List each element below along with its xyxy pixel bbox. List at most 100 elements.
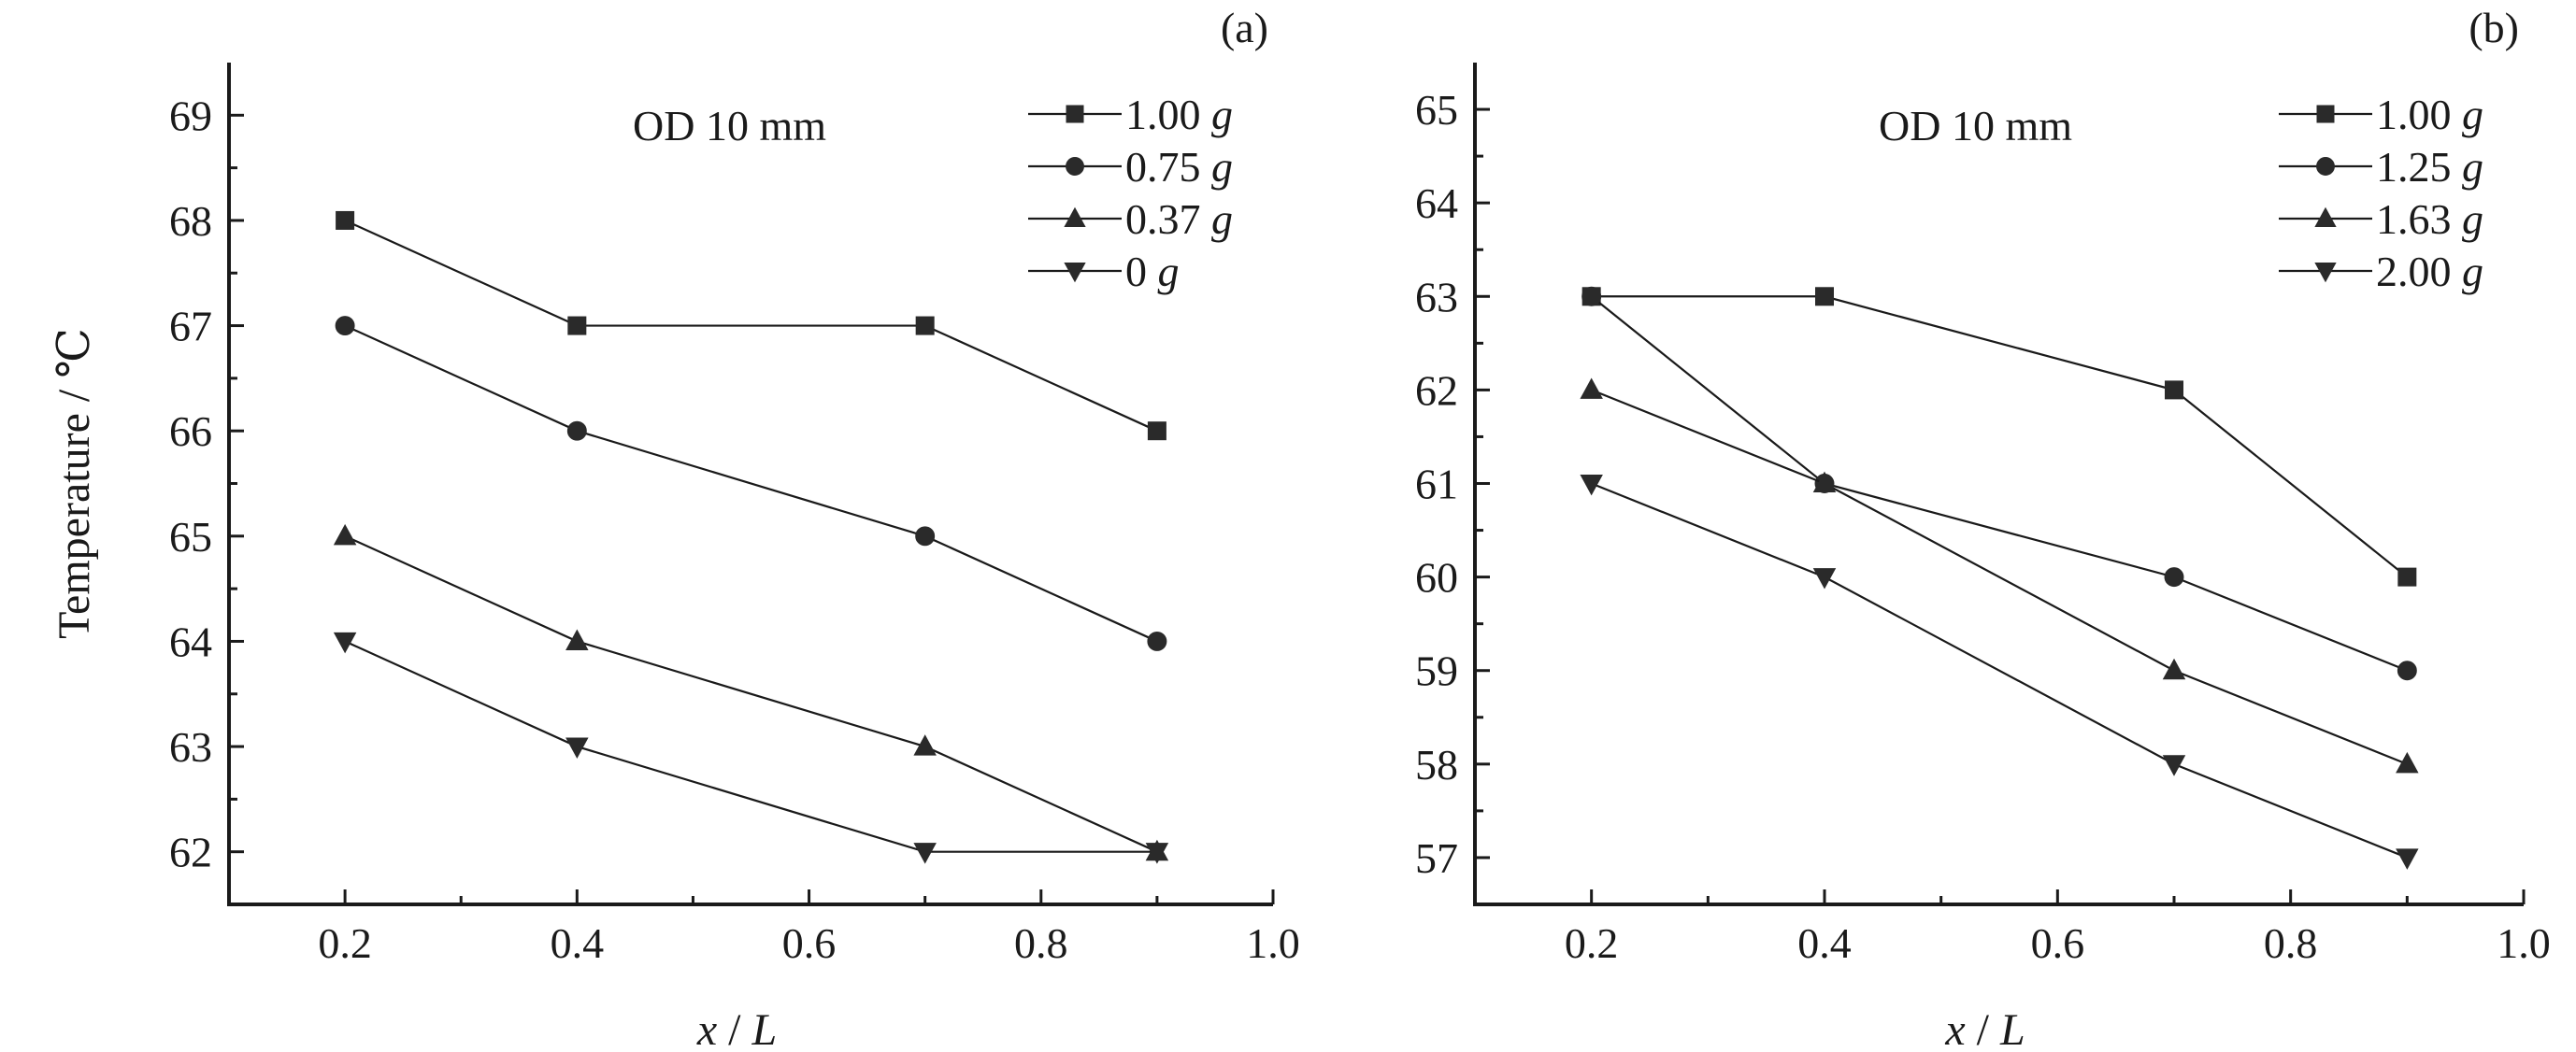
legend-item: 2.00 g [2279, 248, 2483, 295]
legend-label-space [2452, 91, 2463, 138]
data-point [1145, 843, 1169, 864]
data-point [2162, 658, 2186, 680]
chart-annotation: OD 10 mm [1879, 102, 2072, 149]
legend-marker [2314, 262, 2337, 283]
legend-item: 1.00 g [1028, 91, 1233, 138]
series-line [344, 534, 1158, 853]
series-2 [1580, 377, 2419, 774]
legend-label-space [1147, 248, 1158, 295]
data-point [2165, 380, 2183, 400]
chart-annotation: OD 10 mm [633, 102, 826, 149]
data-point [2162, 755, 2186, 776]
legend-marker [1064, 262, 1086, 283]
data-point [915, 526, 936, 547]
legend-label-number: 2.00 [2376, 248, 2452, 295]
legend-marker [1066, 105, 1084, 123]
data-point [565, 629, 589, 650]
legend-label-number: 1.63 [2376, 195, 2452, 243]
legend-label-unit: g [1211, 143, 1233, 191]
legend-label-number: 1.00 [2376, 91, 2452, 138]
y-tick-label: 63 [169, 723, 212, 771]
legend-marker [2314, 206, 2337, 228]
data-point [565, 737, 589, 759]
legend-label-unit: g [1211, 195, 1233, 243]
data-point [1580, 377, 1603, 399]
y-tick-label: 61 [1415, 461, 1458, 508]
x-tick-label: 0.6 [2031, 919, 2085, 967]
legend-label: 0.37 g [1125, 195, 1233, 243]
x-tick-label: 0.6 [782, 919, 837, 967]
legend-label-unit: g [1211, 91, 1233, 138]
series-line [344, 219, 1158, 433]
y-tick-label: 65 [1415, 86, 1458, 134]
y-tick-label: 66 [169, 407, 212, 455]
legend-label: 0.75 g [1125, 143, 1233, 191]
data-point [2396, 848, 2419, 870]
series-1 [335, 316, 1167, 651]
legend-label-number: 0.75 [1125, 143, 1201, 191]
x-axis-unit: L [1999, 1005, 2025, 1052]
legend: 1.00 g1.25 g1.63 g2.00 g [2279, 91, 2483, 295]
data-point [335, 316, 355, 336]
legend-label: 1.63 g [2376, 195, 2483, 243]
x-axis-title: x / L [1944, 1005, 2025, 1052]
y-tick-label: 62 [1415, 366, 1458, 414]
series-2 [333, 523, 1169, 861]
y-tick-label: 68 [169, 197, 212, 245]
y-tick-label: 67 [169, 303, 212, 350]
data-point [1580, 474, 1603, 496]
legend-label-number: 0 [1125, 248, 1147, 295]
series-line [1591, 389, 2408, 765]
x-tick-label: 0.4 [1797, 919, 1852, 967]
x-axis-separator: / [1966, 1005, 2000, 1052]
legend-label-space [1201, 91, 1212, 138]
x-tick-label: 1.0 [2497, 919, 2551, 967]
data-point [2397, 567, 2417, 587]
series-line [344, 640, 1157, 853]
data-point [333, 632, 357, 654]
data-point [1812, 471, 1837, 493]
axes-frame [1473, 63, 2524, 906]
x-tick-label: 0.8 [1014, 919, 1068, 967]
data-point [913, 843, 937, 864]
panel-label: (a) [1221, 4, 1268, 51]
data-point [333, 523, 357, 546]
chart-panel-a: 0.2 0.4 0.6 0.8 1.0 62 63 64 65 66 67 68 69 x / L Temp… [50, 4, 1300, 1052]
data-point [1581, 286, 1602, 306]
legend-label-space [2452, 195, 2463, 243]
legend-marker [2316, 105, 2335, 123]
series-line [1591, 295, 2409, 578]
x-axis-title: x / L [696, 1005, 777, 1052]
data-point [1815, 287, 1834, 306]
y-tick-label: 62 [169, 829, 212, 876]
series-line [1590, 295, 2408, 672]
data-point [336, 210, 355, 230]
data-point [913, 734, 937, 756]
x-tick-label: 0.2 [318, 919, 372, 967]
legend-item: 1.00 g [2279, 91, 2483, 138]
legend-label: 2.00 g [2376, 248, 2483, 295]
legend-label-space [1201, 143, 1212, 191]
series-3 [1580, 474, 2419, 870]
legend-label-unit: g [2462, 91, 2483, 138]
chart-panel-b: 0.2 0.4 0.6 0.8 1.0 57 58 59 60 61 62 63 64 65 x / L (b… [1415, 4, 2551, 1052]
legend-label-unit: g [2462, 248, 2483, 295]
x-axis-unit: L [751, 1005, 777, 1052]
legend-item: 0 g [1028, 248, 1180, 295]
y-tick-label: 64 [169, 618, 212, 665]
data-point [915, 316, 935, 335]
data-point [2164, 567, 2184, 588]
y-tick-label: 63 [1415, 273, 1458, 320]
y-tick-label: 65 [169, 513, 212, 561]
y-tick-label: 57 [1415, 834, 1458, 882]
x-tick-label: 1.0 [1246, 919, 1300, 967]
series-0 [336, 210, 1166, 441]
legend-label: 1.00 g [1125, 91, 1233, 138]
legend-label-number: 1.00 [1125, 91, 1201, 138]
x-axis-separator: / [717, 1005, 751, 1052]
legend: 1.00 g0.75 g0.37 g0 g [1028, 91, 1233, 295]
legend-label: 1.00 g [2376, 91, 2483, 138]
legend-label-space [2452, 143, 2463, 191]
legend-item: 1.25 g [2279, 143, 2483, 191]
legend-label-unit: g [2462, 195, 2483, 243]
